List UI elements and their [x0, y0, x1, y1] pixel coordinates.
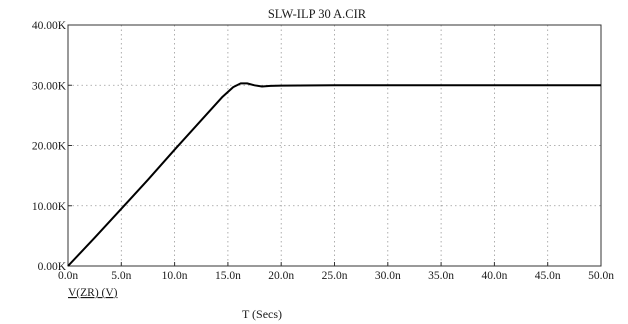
x-tick-label: 45.0n	[535, 270, 561, 282]
x-tick-label: 15.0n	[215, 270, 241, 282]
y-tick-label: 30.00K	[32, 80, 67, 92]
x-tick-label: 40.0n	[481, 270, 507, 282]
x-tick-label: 20.0n	[268, 270, 294, 282]
x-tick-label: 0.0n	[58, 270, 78, 282]
y-tick-label: 20.00K	[32, 141, 67, 153]
x-tick-label: 10.0n	[162, 270, 188, 282]
x-tick-labels: 0.0n 5.0n 10.0n 15.0n 20.0n 25.0n 30.0n 35.0n 40…	[58, 270, 614, 282]
series-line	[67, 82, 601, 267]
x-tick-label: 50.0n	[588, 270, 614, 282]
x-tick-label: 30.0n	[375, 270, 401, 282]
series-layer	[67, 82, 601, 267]
chart-title: SLW-ILP 30 A.CIR	[268, 7, 367, 21]
x-tick-label: 25.0n	[322, 270, 348, 282]
y-tick-label: 40.00K	[32, 20, 67, 32]
y-tick-labels: 0.00K 10.00K 20.00K 30.00K 40.00K	[32, 20, 67, 273]
grid	[68, 25, 601, 266]
x-tick-label: 5.0n	[111, 270, 131, 282]
x-tick-label: 35.0n	[428, 270, 454, 282]
x-axis-label: T (Secs)	[242, 307, 282, 321]
y-tick-label: 10.00K	[32, 201, 67, 213]
legend-label: V(ZR) (V)	[68, 287, 118, 299]
y-tick-label: 0.00K	[38, 261, 67, 273]
legend: V(ZR) (V)	[68, 287, 118, 299]
